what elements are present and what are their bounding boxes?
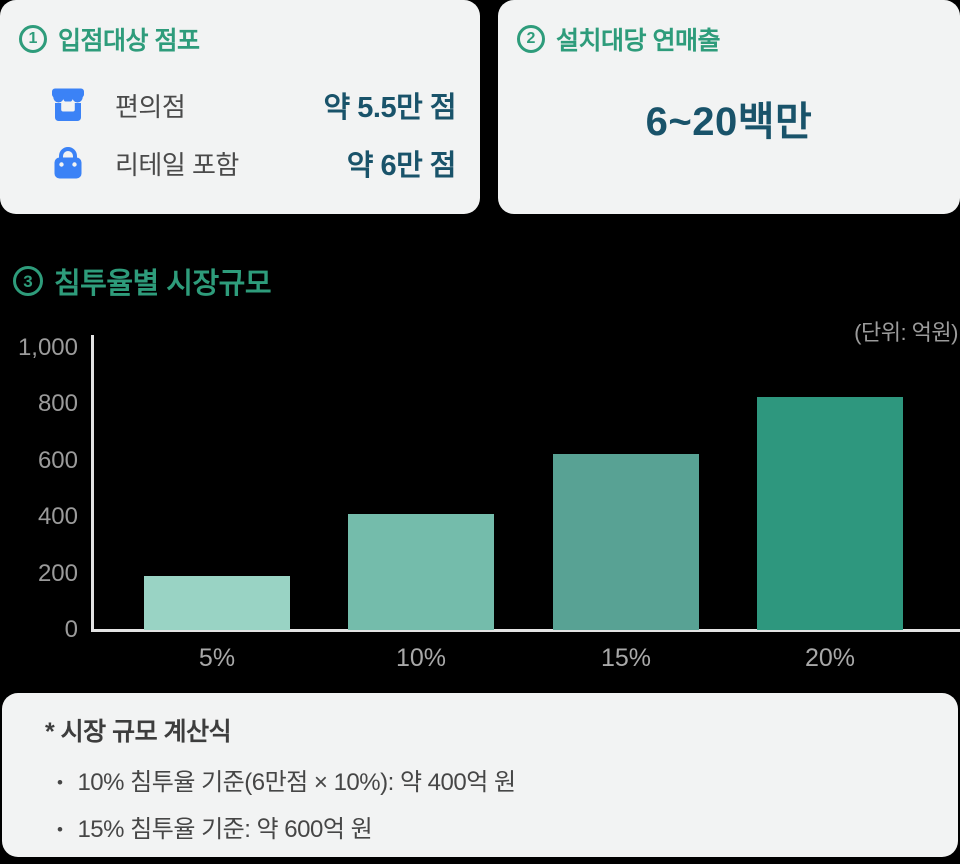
y-tick-label: 400 (37, 503, 78, 531)
market-size-chart-header: 3 침투율별 시장규모 (13, 260, 272, 302)
y-axis-line (91, 335, 94, 632)
circled-number-3-icon: 3 (13, 266, 43, 296)
footnote-list: • 10% 침투율 기준(6만점 × 10%): 약 400억 원 • 15% … (57, 767, 928, 861)
footnote-bullet-1: • 10% 침투율 기준(6만점 × 10%): 약 400억 원 (57, 767, 928, 799)
footnote-title: * 시장 규모 계산식 (45, 718, 232, 746)
y-tick-label: 1,000 (17, 334, 78, 361)
shopping-bag-icon (54, 147, 82, 179)
y-tick-label: 800 (37, 390, 78, 418)
y-tick-label: 600 (37, 446, 78, 474)
retail-included-value: 약 6만 점 (346, 150, 457, 182)
calculation-footnote-card: * 시장 규모 계산식 • 10% 침투율 기준(6만점 × 10%): 약 4… (2, 693, 958, 857)
annual-revenue-title: 설치대당 연매출 (556, 27, 720, 55)
x-tick-label: 5% (198, 644, 236, 672)
bar-15% (553, 453, 699, 630)
target-stores-header: 1 입점대상 점포 (19, 21, 200, 57)
x-axis-line (91, 629, 960, 632)
market-size-chart-title: 침투율별 시장규모 (54, 268, 272, 300)
x-tick-label: 15% (600, 644, 652, 672)
target-stores-title: 입점대상 점포 (58, 27, 200, 55)
retail-included-row: 리테일 포함 약 6만 점 (48, 143, 457, 183)
x-tick-label: 10% (395, 644, 447, 672)
x-tick-label: 20% (804, 644, 856, 672)
bar-10% (348, 514, 494, 630)
circled-number-1-icon: 1 (19, 25, 47, 53)
retail-included-label: 리테일 포함 (115, 149, 239, 180)
y-tick-label: 200 (37, 559, 78, 587)
target-stores-card: 1 입점대상 점포 편의점 약 5.5만 점 리테일 포함 (0, 0, 480, 214)
bar-5% (144, 576, 290, 630)
annual-revenue-card: 2 설치대당 연매출 6~20백만 (498, 0, 960, 214)
convenience-store-value: 약 5.5만 점 (323, 92, 457, 124)
footnote-bullet-2-text: 15% 침투율 기준: 약 600억 원 (77, 816, 373, 843)
y-tick-label: 0 (64, 616, 78, 643)
annual-revenue-value: 6~20백만 (645, 100, 813, 144)
circled-number-2-icon: 2 (517, 25, 545, 53)
bar-20% (757, 397, 903, 630)
footnote-bullet-1-text: 10% 침투율 기준(6만점 × 10%): 약 400억 원 (77, 769, 516, 796)
footnote-bullet-2: • 15% 침투율 기준: 약 600억 원 (57, 814, 928, 846)
storefront-icon (52, 88, 84, 121)
convenience-store-row: 편의점 약 5.5만 점 (48, 85, 457, 125)
convenience-store-label: 편의점 (115, 91, 186, 122)
bullet-dot-icon: • (57, 773, 63, 792)
annual-revenue-header: 2 설치대당 연매출 (517, 21, 720, 57)
bullet-dot-icon: • (57, 820, 63, 839)
chart-unit-label: (단위: 억원) (854, 320, 958, 345)
